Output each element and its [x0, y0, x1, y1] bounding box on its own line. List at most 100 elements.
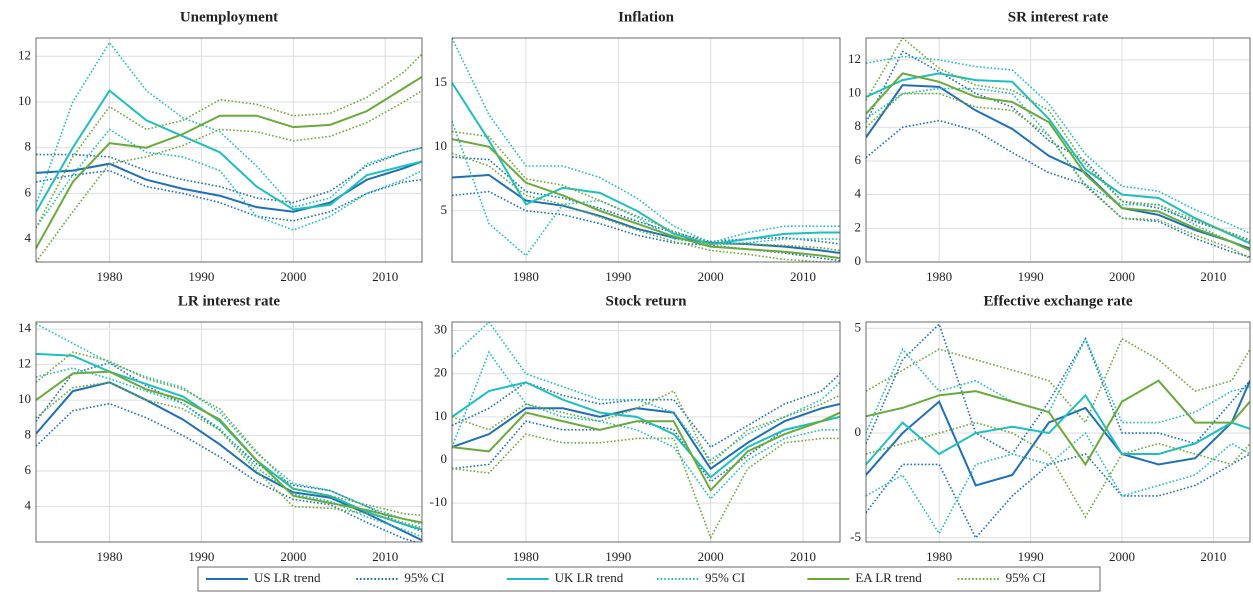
legend-label: 95% CI	[1006, 570, 1046, 585]
x-tick-label: 1980	[97, 269, 123, 284]
series-line	[452, 381, 840, 479]
y-tick-label: 0	[855, 253, 862, 268]
legend-box	[197, 566, 1101, 592]
x-tick-label: 1990	[188, 549, 214, 564]
series-line	[452, 389, 840, 466]
axes-frame	[451, 321, 841, 543]
series-line	[36, 169, 422, 222]
x-tick-label: 2000	[698, 269, 724, 284]
x-tick-label: 1980	[926, 269, 952, 284]
y-tick-label: 8	[25, 427, 32, 442]
x-tick-label: 1990	[605, 549, 631, 564]
legend-label: UK LR trend	[555, 570, 624, 585]
x-tick-label: 2000	[280, 549, 306, 564]
series-line	[452, 416, 840, 483]
y-tick-label: 8	[25, 139, 32, 154]
series-line	[866, 72, 1250, 245]
x-tick-label: 2000	[1109, 269, 1135, 284]
series-line	[36, 76, 422, 249]
y-tick-label: 30	[434, 322, 447, 337]
y-tick-label: 4	[25, 498, 32, 513]
series-line	[36, 370, 422, 524]
y-tick-label: 0	[441, 451, 448, 466]
x-tick-label: 1980	[926, 549, 952, 564]
series-line	[36, 53, 422, 229]
plot-area	[36, 41, 422, 262]
x-tick-label: 2000	[698, 549, 724, 564]
series-line	[866, 119, 1250, 258]
x-tick-label: 1980	[513, 549, 539, 564]
axes-frame	[865, 321, 1251, 543]
series-line	[452, 373, 840, 449]
series-line	[866, 322, 1250, 456]
x-tick-label: 2000	[280, 269, 306, 284]
chart-title: LR interest rate	[178, 293, 281, 309]
series-line	[452, 411, 840, 492]
y-tick-label: 0	[855, 424, 862, 439]
y-tick-label: 8	[855, 118, 862, 133]
series-line	[36, 367, 422, 538]
series-line	[866, 431, 1250, 536]
series-line	[36, 381, 422, 542]
x-tick-label: 1990	[1018, 269, 1044, 284]
y-tick-label: 10	[434, 138, 447, 153]
series-line	[452, 350, 840, 501]
y-tick-label: 2	[855, 219, 862, 234]
series-line	[866, 453, 1250, 540]
y-tick-label: 12	[848, 51, 861, 66]
y-tick-label: -10	[430, 494, 447, 509]
x-tick-label: 2000	[1109, 549, 1135, 564]
series-line	[452, 402, 840, 471]
series-line	[36, 128, 422, 231]
plot-area	[36, 323, 422, 542]
y-tick-label: 10	[848, 85, 861, 100]
series-line	[36, 146, 422, 204]
axes-frame	[865, 37, 1251, 263]
series-line	[866, 337, 1250, 425]
plot-area	[452, 38, 840, 262]
chart-title: SR interest rate	[1008, 9, 1109, 25]
y-tick-label: 6	[25, 462, 32, 477]
x-tick-label: 1980	[97, 549, 123, 564]
series-line	[866, 379, 1250, 467]
series-line	[36, 89, 422, 262]
plot-area	[866, 38, 1250, 260]
plot-area	[452, 322, 840, 540]
chart-title: Unemployment	[180, 9, 278, 25]
y-tick-label: 5	[441, 202, 448, 217]
series-line	[866, 84, 1250, 250]
series-line	[866, 72, 1250, 252]
y-tick-label: 12	[18, 47, 31, 62]
series-line	[36, 351, 422, 517]
y-tick-label: 6	[25, 184, 32, 199]
y-tick-label: 12	[18, 356, 31, 371]
series-line	[452, 156, 840, 245]
series-line	[36, 160, 422, 213]
axes-frame	[35, 37, 423, 263]
series-line	[452, 173, 840, 255]
x-tick-label: 1980	[513, 269, 539, 284]
series-line	[452, 82, 840, 246]
x-tick-label: 1990	[605, 269, 631, 284]
series-line	[866, 393, 1250, 466]
x-tick-label: 1990	[1018, 549, 1044, 564]
legend-label: 95% CI	[404, 570, 444, 585]
x-tick-label: 2010	[372, 269, 398, 284]
axes-frame	[451, 37, 841, 263]
y-tick-label: 4	[25, 230, 32, 245]
series-line	[452, 433, 840, 540]
series-line	[452, 138, 840, 260]
x-tick-label: 2010	[790, 549, 816, 564]
y-tick-label: 20	[434, 365, 447, 380]
y-tick-label: 14	[18, 320, 32, 335]
chart-title: Stock return	[606, 293, 688, 309]
series-line	[452, 120, 840, 257]
series-line	[866, 55, 1250, 235]
series-line	[36, 323, 422, 526]
series-line	[866, 38, 1250, 243]
legend-label: US LR trend	[254, 570, 321, 585]
series-line	[866, 92, 1250, 260]
axes-frame	[35, 321, 423, 543]
series-line	[36, 352, 422, 531]
